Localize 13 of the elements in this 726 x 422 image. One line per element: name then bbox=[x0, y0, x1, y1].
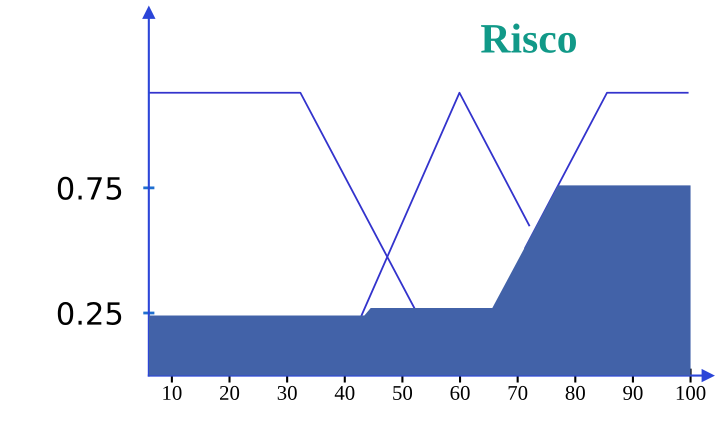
x-tick-label: 30 bbox=[278, 386, 297, 400]
x-tick-label: 20 bbox=[220, 386, 240, 400]
x-tick-label: 90 bbox=[623, 386, 643, 400]
x-tick-label: 70 bbox=[508, 386, 528, 400]
x-tick-label: 80 bbox=[566, 386, 585, 400]
x-tick-label: 40 bbox=[334, 386, 354, 400]
x-tick-label: 100 bbox=[676, 386, 706, 400]
x-tick-label: 50 bbox=[393, 386, 412, 400]
y-tick-label: 0.75 bbox=[58, 176, 122, 200]
x-tick-label: 60 bbox=[450, 386, 470, 400]
x-tick-label: 10 bbox=[163, 386, 182, 400]
y-tick-label: 0.25 bbox=[58, 302, 122, 326]
chart-title: Risco bbox=[481, 24, 576, 53]
